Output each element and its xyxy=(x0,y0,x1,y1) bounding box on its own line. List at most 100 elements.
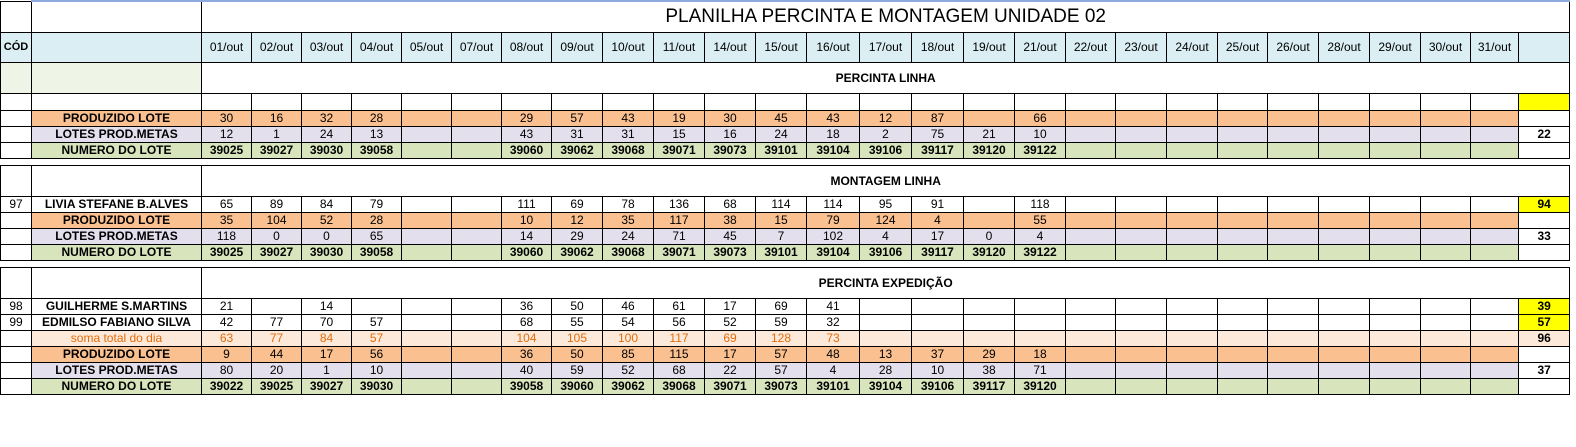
value-cell[interactable] xyxy=(963,330,1015,347)
cod-cell[interactable] xyxy=(0,142,32,159)
value-cell[interactable] xyxy=(1267,244,1319,261)
value-cell[interactable]: 115 xyxy=(653,346,705,363)
value-cell[interactable]: 43 xyxy=(602,110,654,127)
value-cell[interactable] xyxy=(1065,93,1116,111)
value-cell[interactable]: 39071 xyxy=(653,142,705,159)
value-cell[interactable]: 68 xyxy=(501,314,552,331)
value-cell[interactable]: 59 xyxy=(551,362,603,379)
row-label[interactable]: PRODUZIDO LOTE xyxy=(31,110,202,127)
cod-cell[interactable] xyxy=(0,126,32,143)
value-cell[interactable] xyxy=(1115,126,1167,143)
value-cell[interactable] xyxy=(1267,110,1319,127)
value-cell[interactable] xyxy=(911,314,964,331)
value-cell[interactable] xyxy=(1267,330,1319,347)
date-header[interactable]: 28/out xyxy=(1318,32,1370,63)
value-cell[interactable]: 78 xyxy=(602,196,654,213)
value-cell[interactable]: 32 xyxy=(301,110,352,127)
value-cell[interactable] xyxy=(1217,196,1268,213)
value-cell[interactable]: 39027 xyxy=(301,378,352,395)
cod-cell[interactable] xyxy=(0,362,32,379)
value-cell[interactable]: 35 xyxy=(201,212,252,229)
value-cell[interactable]: 1 xyxy=(251,126,302,143)
value-cell[interactable]: 39106 xyxy=(859,142,912,159)
value-cell[interactable]: 79 xyxy=(806,212,860,229)
value-cell[interactable]: 87 xyxy=(911,110,964,127)
value-cell[interactable]: 28 xyxy=(859,362,912,379)
value-cell[interactable] xyxy=(451,212,502,229)
value-cell[interactable]: 46 xyxy=(602,298,654,315)
value-cell[interactable] xyxy=(1065,228,1116,245)
value-cell[interactable]: 10 xyxy=(911,362,964,379)
value-cell[interactable]: 39025 xyxy=(251,378,302,395)
value-cell[interactable]: 80 xyxy=(201,362,252,379)
value-cell[interactable]: 66 xyxy=(1014,110,1066,127)
value-cell[interactable]: 0 xyxy=(301,228,352,245)
value-cell[interactable] xyxy=(1217,228,1268,245)
value-cell[interactable] xyxy=(1420,346,1471,363)
value-cell[interactable] xyxy=(1115,314,1167,331)
value-cell[interactable]: 52 xyxy=(301,212,352,229)
value-cell[interactable] xyxy=(1217,362,1268,379)
value-cell[interactable]: 39062 xyxy=(551,244,603,261)
value-cell[interactable] xyxy=(1217,378,1268,395)
value-cell[interactable] xyxy=(911,330,964,347)
value-cell[interactable] xyxy=(401,126,452,143)
value-cell[interactable]: 39060 xyxy=(501,142,552,159)
value-cell[interactable]: 37 xyxy=(911,346,964,363)
cod-cell[interactable] xyxy=(0,93,32,111)
value-cell[interactable]: 36 xyxy=(501,346,552,363)
value-cell[interactable]: 19 xyxy=(653,110,705,127)
value-cell[interactable]: 16 xyxy=(251,110,302,127)
value-cell[interactable]: 68 xyxy=(653,362,705,379)
value-cell[interactable] xyxy=(1065,378,1116,395)
value-cell[interactable] xyxy=(1166,362,1218,379)
value-cell[interactable] xyxy=(1267,314,1319,331)
date-header[interactable]: 30/out xyxy=(1420,32,1471,63)
value-cell[interactable]: 39122 xyxy=(1014,142,1066,159)
value-cell[interactable] xyxy=(1318,110,1370,127)
cod-cell[interactable] xyxy=(0,267,32,299)
date-header[interactable]: 03/out xyxy=(301,32,352,63)
date-header[interactable]: 26/out xyxy=(1267,32,1319,63)
value-cell[interactable] xyxy=(1267,93,1319,111)
total-cell[interactable]: 39 xyxy=(1517,298,1571,315)
value-cell[interactable] xyxy=(1166,244,1218,261)
value-cell[interactable]: 21 xyxy=(963,126,1015,143)
row-label[interactable]: NUMERO DO LOTE xyxy=(31,378,202,395)
value-cell[interactable]: 100 xyxy=(602,330,654,347)
value-cell[interactable] xyxy=(1420,93,1471,111)
value-cell[interactable] xyxy=(1267,126,1319,143)
value-cell[interactable] xyxy=(1369,378,1421,395)
value-cell[interactable]: 39062 xyxy=(602,378,654,395)
value-cell[interactable] xyxy=(1369,346,1421,363)
value-cell[interactable] xyxy=(1267,212,1319,229)
value-cell[interactable] xyxy=(1166,346,1218,363)
value-cell[interactable] xyxy=(451,110,502,127)
value-cell[interactable] xyxy=(1420,228,1471,245)
value-cell[interactable] xyxy=(1470,228,1519,245)
value-cell[interactable] xyxy=(1267,378,1319,395)
value-cell[interactable] xyxy=(1166,93,1218,111)
value-cell[interactable]: 39030 xyxy=(351,378,402,395)
value-cell[interactable]: 18 xyxy=(1014,346,1066,363)
value-cell[interactable]: 73 xyxy=(806,330,860,347)
value-cell[interactable]: 39025 xyxy=(201,142,252,159)
row-label[interactable]: GUILHERME S.MARTINS xyxy=(31,298,202,315)
row-label[interactable]: LOTES PROD.METAS xyxy=(31,228,202,245)
value-cell[interactable] xyxy=(501,93,552,111)
value-cell[interactable]: 85 xyxy=(602,346,654,363)
value-cell[interactable]: 45 xyxy=(704,228,756,245)
value-cell[interactable] xyxy=(963,93,1015,111)
value-cell[interactable]: 39117 xyxy=(911,142,964,159)
value-cell[interactable]: 48 xyxy=(806,346,860,363)
value-cell[interactable]: 0 xyxy=(251,228,302,245)
value-cell[interactable] xyxy=(1267,346,1319,363)
value-cell[interactable]: 95 xyxy=(859,196,912,213)
value-cell[interactable]: 29 xyxy=(501,110,552,127)
value-cell[interactable] xyxy=(1115,244,1167,261)
value-cell[interactable]: 84 xyxy=(301,330,352,347)
value-cell[interactable] xyxy=(451,362,502,379)
value-cell[interactable]: 24 xyxy=(755,126,807,143)
value-cell[interactable] xyxy=(1369,126,1421,143)
value-cell[interactable]: 4 xyxy=(806,362,860,379)
